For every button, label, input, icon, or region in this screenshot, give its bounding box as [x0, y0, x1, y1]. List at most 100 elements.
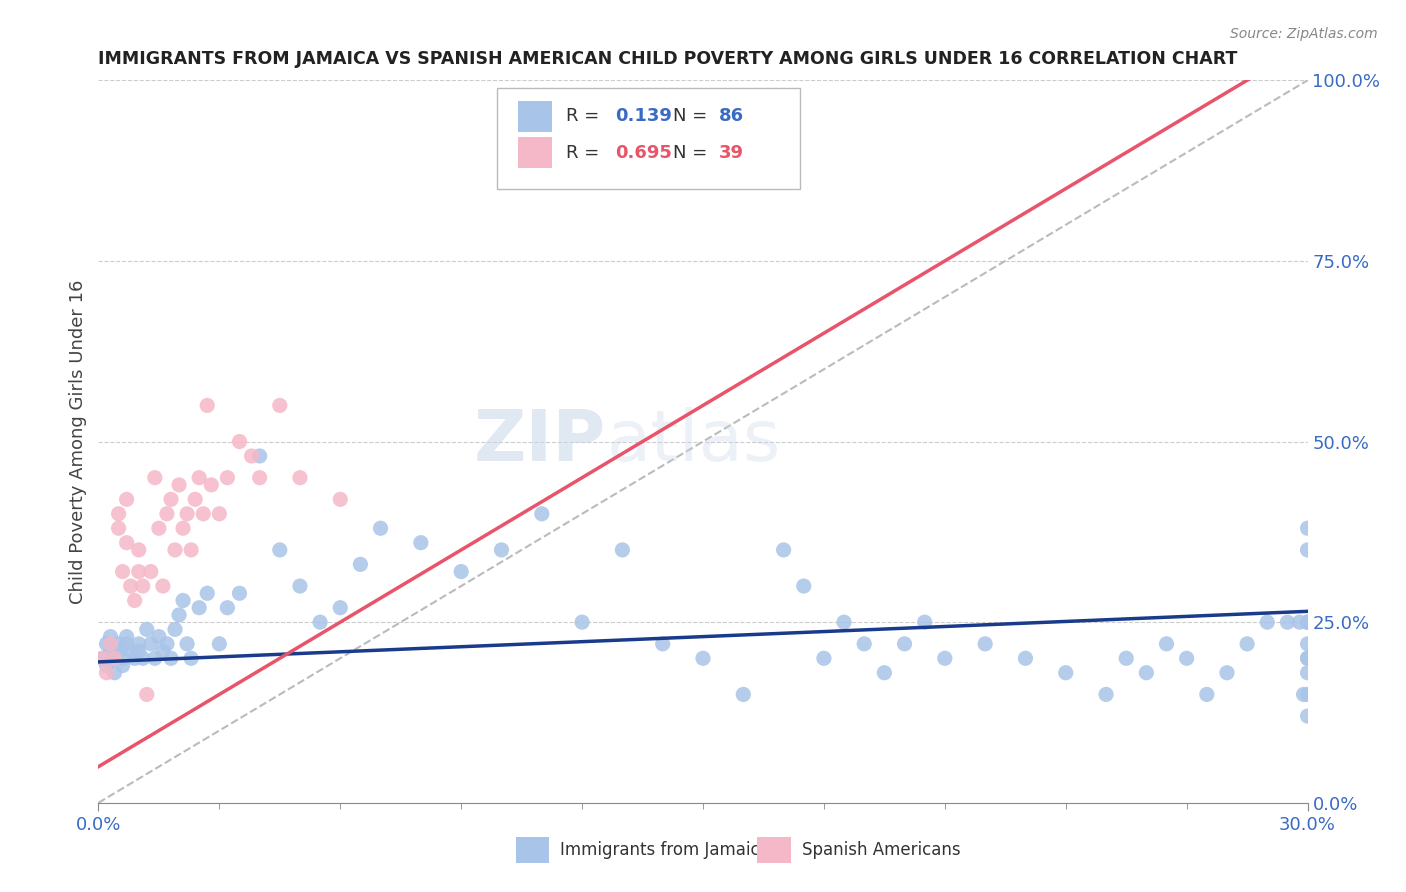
- Point: [530, 507, 553, 521]
- Point: [160, 492, 183, 507]
- Text: R =: R =: [567, 107, 606, 126]
- Point: [329, 492, 352, 507]
- Point: [91, 651, 114, 665]
- Point: [120, 644, 142, 658]
- Point: [651, 637, 673, 651]
- Point: [111, 651, 134, 665]
- Point: [772, 542, 794, 557]
- Point: [733, 687, 755, 701]
- Point: [156, 637, 179, 651]
- Point: [249, 449, 271, 463]
- Point: [934, 651, 956, 665]
- Point: [240, 449, 263, 463]
- Point: [103, 665, 125, 680]
- Point: [309, 615, 332, 630]
- Point: [1054, 665, 1077, 680]
- Point: [1236, 637, 1258, 651]
- Point: [269, 398, 291, 412]
- Bar: [517, 137, 553, 168]
- Point: [571, 615, 593, 630]
- Point: [124, 651, 146, 665]
- Point: [107, 644, 129, 658]
- Point: [1175, 651, 1198, 665]
- Point: [172, 521, 194, 535]
- Point: [612, 542, 634, 557]
- Point: [195, 586, 218, 600]
- Text: R =: R =: [567, 144, 606, 161]
- Text: 39: 39: [718, 144, 744, 161]
- Bar: [517, 101, 553, 132]
- Point: [1288, 615, 1310, 630]
- Point: [193, 507, 215, 521]
- Text: 0.695: 0.695: [614, 144, 672, 161]
- Point: [107, 507, 129, 521]
- Text: N =: N =: [673, 107, 713, 126]
- Point: [163, 542, 186, 557]
- Point: [167, 607, 190, 622]
- Point: [692, 651, 714, 665]
- Point: [156, 507, 179, 521]
- Point: [115, 630, 138, 644]
- Point: [107, 521, 129, 535]
- Bar: [516, 837, 550, 863]
- Point: [143, 651, 166, 665]
- Point: [491, 542, 513, 557]
- Point: [1296, 709, 1319, 723]
- Point: [208, 637, 231, 651]
- Point: [148, 521, 170, 535]
- Point: [893, 637, 915, 651]
- Point: [853, 637, 876, 651]
- Text: 0.139: 0.139: [614, 107, 672, 126]
- Point: [100, 637, 122, 651]
- Point: [228, 434, 250, 449]
- Point: [91, 651, 114, 665]
- Point: [128, 542, 150, 557]
- FancyBboxPatch shape: [498, 87, 800, 189]
- Point: [188, 470, 211, 484]
- Point: [1296, 651, 1319, 665]
- Point: [132, 579, 155, 593]
- Point: [132, 651, 155, 665]
- Point: [370, 521, 392, 535]
- Point: [1256, 615, 1278, 630]
- Point: [111, 658, 134, 673]
- Point: [1296, 665, 1319, 680]
- Point: [793, 579, 815, 593]
- Point: [1135, 665, 1157, 680]
- Point: [1296, 521, 1319, 535]
- Point: [115, 492, 138, 507]
- Point: [188, 600, 211, 615]
- Point: [217, 470, 239, 484]
- Point: [139, 637, 162, 651]
- Point: [288, 470, 311, 484]
- Point: [96, 658, 118, 673]
- Text: Spanish Americans: Spanish Americans: [803, 841, 960, 859]
- Bar: [758, 837, 792, 863]
- Point: [1014, 651, 1036, 665]
- Point: [103, 651, 125, 665]
- Point: [135, 687, 157, 701]
- Point: [1296, 615, 1319, 630]
- Text: Immigrants from Jamaica: Immigrants from Jamaica: [561, 841, 770, 859]
- Point: [288, 579, 311, 593]
- Point: [100, 644, 122, 658]
- Point: [329, 600, 352, 615]
- Point: [1156, 637, 1178, 651]
- Point: [176, 637, 198, 651]
- Point: [228, 586, 250, 600]
- Point: [832, 615, 855, 630]
- Point: [914, 615, 936, 630]
- Point: [115, 637, 138, 651]
- Point: [200, 478, 222, 492]
- Point: [1296, 687, 1319, 701]
- Point: [152, 644, 174, 658]
- Point: [176, 507, 198, 521]
- Text: IMMIGRANTS FROM JAMAICA VS SPANISH AMERICAN CHILD POVERTY AMONG GIRLS UNDER 16 C: IMMIGRANTS FROM JAMAICA VS SPANISH AMERI…: [98, 50, 1237, 68]
- Point: [100, 630, 122, 644]
- Point: [143, 470, 166, 484]
- Text: N =: N =: [673, 144, 713, 161]
- Point: [1296, 615, 1319, 630]
- Point: [1216, 665, 1239, 680]
- Point: [180, 542, 202, 557]
- Point: [349, 558, 371, 572]
